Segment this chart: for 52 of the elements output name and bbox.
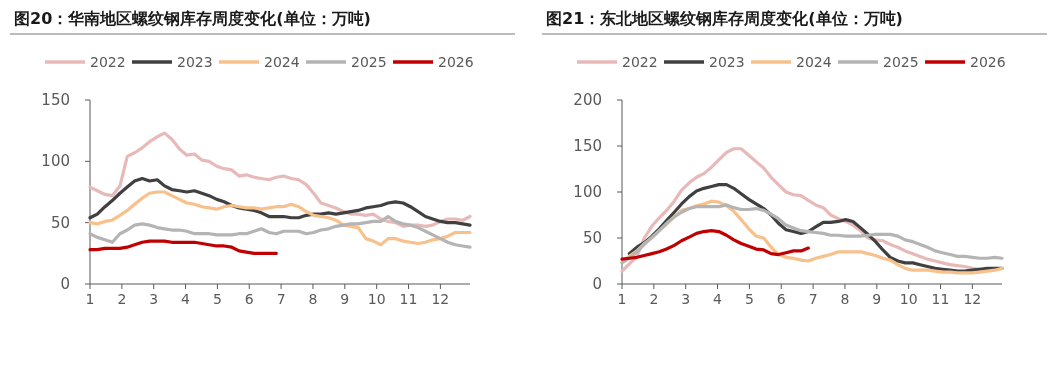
legend-label: 2023 bbox=[177, 54, 213, 70]
x-tick-label: 8 bbox=[840, 291, 850, 307]
x-tick-label: 3 bbox=[681, 291, 691, 307]
x-tick-label: 10 bbox=[899, 291, 918, 307]
y-tick-label: 100 bbox=[573, 183, 602, 201]
y-tick-label: 50 bbox=[50, 213, 70, 232]
legend-label: 2026 bbox=[970, 54, 1006, 70]
legend-label: 2023 bbox=[709, 54, 745, 70]
x-tick-label: 4 bbox=[713, 291, 723, 307]
line-series bbox=[88, 131, 472, 228]
legend-label: 2022 bbox=[622, 54, 658, 70]
line-series bbox=[620, 229, 810, 261]
legend-label: 2026 bbox=[438, 54, 474, 70]
y-tick-label: 0 bbox=[60, 275, 70, 293]
y-tick-label: 200 bbox=[573, 91, 602, 109]
x-tick-label: 2 bbox=[117, 291, 127, 307]
x-tick-label: 5 bbox=[212, 291, 222, 307]
x-tick-label: 9 bbox=[340, 291, 350, 307]
line-series bbox=[88, 214, 472, 249]
legend-label: 2025 bbox=[351, 54, 387, 70]
x-tick-label: 6 bbox=[776, 291, 786, 307]
x-tick-label: 11 bbox=[399, 291, 418, 307]
x-tick-label: 9 bbox=[872, 291, 882, 307]
legend-label: 2025 bbox=[883, 54, 919, 70]
line-series bbox=[620, 203, 1004, 265]
line-series bbox=[88, 190, 472, 247]
x-tick-label: 1 bbox=[617, 291, 627, 307]
x-tick-label: 4 bbox=[181, 291, 191, 307]
x-tick-label: 8 bbox=[308, 291, 318, 307]
y-tick-label: 100 bbox=[41, 152, 70, 171]
y-tick-label: 150 bbox=[41, 91, 70, 109]
y-tick-label: 150 bbox=[573, 137, 602, 155]
x-tick-label: 10 bbox=[367, 291, 386, 307]
chart-title: 图21：东北地区螺纹钢库存周度变化(单位：万吨) bbox=[546, 9, 903, 28]
x-tick-label: 12 bbox=[431, 291, 450, 307]
x-tick-label: 7 bbox=[808, 291, 818, 307]
x-tick-label: 6 bbox=[244, 291, 254, 307]
chart-title: 图20：华南地区螺纹钢库存周度变化(单位：万吨) bbox=[14, 9, 371, 28]
y-tick-label: 0 bbox=[592, 275, 602, 293]
line-series bbox=[88, 176, 472, 227]
x-tick-label: 2 bbox=[649, 291, 659, 307]
line-series bbox=[88, 239, 278, 255]
legend-label: 2024 bbox=[796, 54, 832, 70]
y-tick-label: 50 bbox=[582, 229, 602, 247]
legend-label: 2024 bbox=[264, 54, 300, 70]
x-tick-label: 3 bbox=[149, 291, 159, 307]
legend-label: 2022 bbox=[90, 54, 126, 70]
x-tick-label: 11 bbox=[931, 291, 950, 307]
x-tick-label: 1 bbox=[85, 291, 95, 307]
x-tick-label: 7 bbox=[276, 291, 286, 307]
x-tick-label: 5 bbox=[744, 291, 754, 307]
x-tick-label: 12 bbox=[963, 291, 982, 307]
